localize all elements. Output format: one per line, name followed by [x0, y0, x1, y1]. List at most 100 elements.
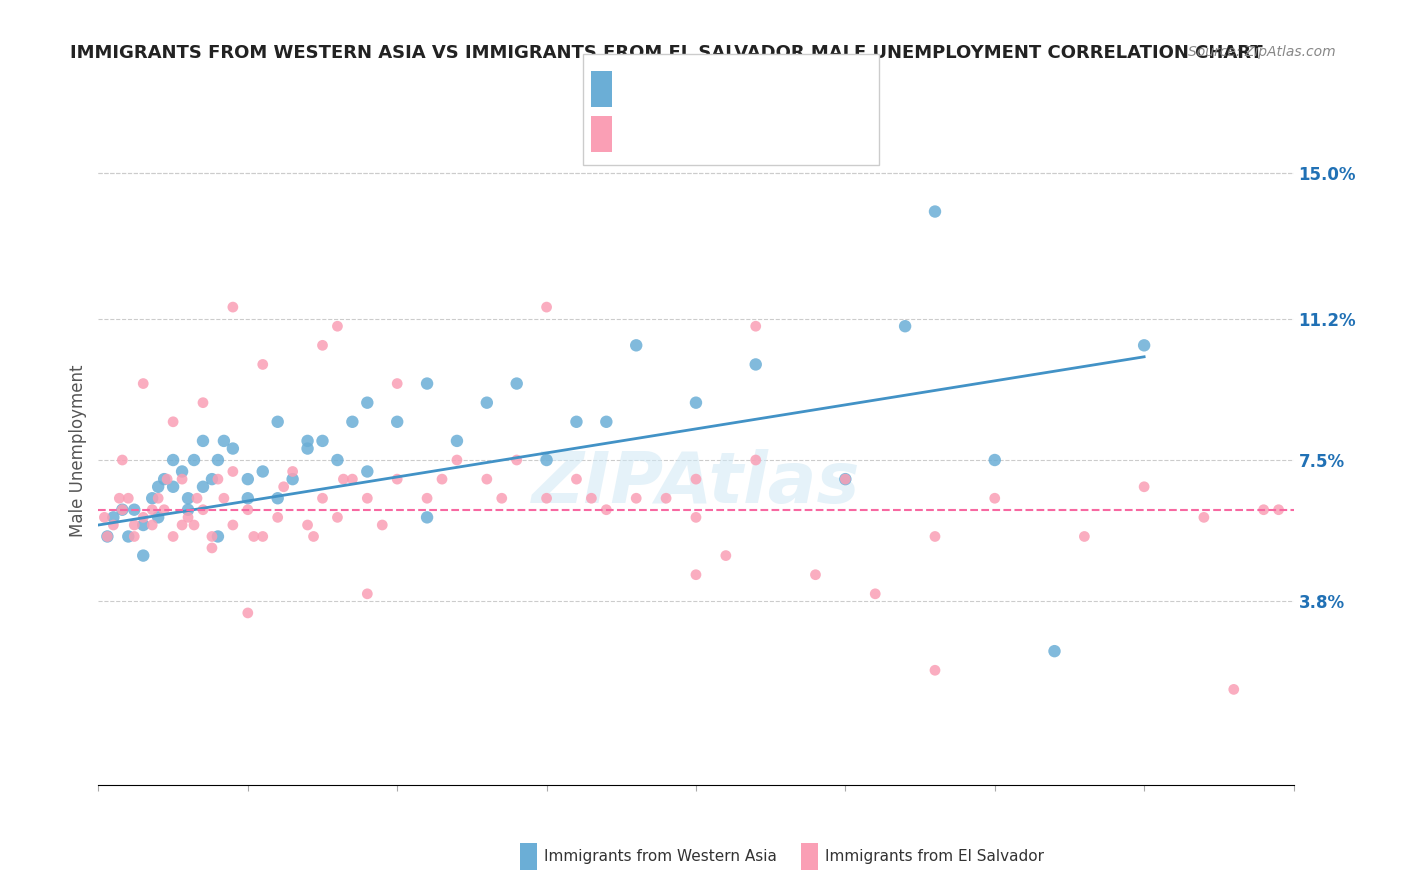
Point: [201, 472, 224, 486]
Text: R = 0.347    N = 55: R = 0.347 N = 55: [621, 76, 813, 94]
Point: [565, 415, 588, 429]
Point: [222, 442, 245, 456]
Point: [924, 663, 946, 677]
Point: [207, 529, 229, 543]
Point: [177, 510, 200, 524]
Point: [183, 518, 205, 533]
Point: [371, 518, 394, 533]
Point: [103, 510, 125, 524]
Point: [191, 395, 214, 409]
Point: [491, 491, 513, 506]
Point: [172, 465, 194, 479]
Point: [536, 491, 558, 506]
Point: [1133, 480, 1156, 494]
Point: [103, 518, 125, 533]
Point: [1043, 644, 1066, 658]
Point: [297, 434, 319, 448]
Point: [326, 453, 349, 467]
Point: [311, 491, 333, 506]
Point: [416, 510, 439, 524]
Point: [267, 491, 290, 506]
Point: [446, 453, 468, 467]
Point: [177, 502, 200, 516]
Point: [714, 549, 737, 563]
Point: [243, 529, 266, 543]
Point: [626, 338, 648, 352]
Point: [236, 472, 259, 486]
Text: ZIPAtlas: ZIPAtlas: [531, 450, 860, 518]
Point: [267, 415, 290, 429]
Point: [162, 480, 184, 494]
Point: [132, 376, 155, 391]
Point: [475, 395, 498, 409]
Point: [297, 442, 319, 456]
Point: [506, 376, 529, 391]
Text: Immigrants from El Salvador: Immigrants from El Salvador: [825, 849, 1045, 863]
Point: [162, 453, 184, 467]
Point: [385, 472, 409, 486]
Point: [804, 567, 827, 582]
Point: [252, 465, 274, 479]
Point: [342, 472, 364, 486]
Point: [416, 491, 439, 506]
Point: [745, 453, 768, 467]
Text: Immigrants from Western Asia: Immigrants from Western Asia: [544, 849, 778, 863]
Point: [1267, 502, 1289, 516]
Point: [162, 415, 184, 429]
Point: [297, 518, 319, 533]
Point: [93, 510, 115, 524]
Point: [332, 472, 354, 486]
Point: [1073, 529, 1095, 543]
Point: [191, 434, 214, 448]
Point: [124, 529, 146, 543]
Point: [267, 510, 290, 524]
Point: [117, 529, 139, 543]
Point: [172, 518, 194, 533]
Point: [302, 529, 325, 543]
Point: [595, 415, 617, 429]
Point: [536, 453, 558, 467]
Point: [212, 491, 235, 506]
Point: [342, 415, 364, 429]
Point: [111, 502, 134, 516]
Point: [1133, 338, 1156, 352]
Point: [655, 491, 678, 506]
Point: [984, 453, 1007, 467]
Point: [685, 510, 707, 524]
Point: [191, 502, 214, 516]
Point: [183, 453, 205, 467]
Point: [281, 472, 304, 486]
Point: [124, 518, 146, 533]
Point: [356, 465, 378, 479]
Point: [924, 529, 946, 543]
Point: [281, 465, 304, 479]
Point: [1192, 510, 1215, 524]
Point: [201, 541, 224, 555]
Point: [236, 491, 259, 506]
Point: [212, 434, 235, 448]
Point: [595, 502, 617, 516]
Point: [252, 358, 274, 372]
Point: [536, 300, 558, 314]
Point: [111, 502, 134, 516]
Point: [148, 480, 170, 494]
Point: [111, 453, 134, 467]
Point: [984, 491, 1007, 506]
Point: [141, 491, 163, 506]
Point: [416, 376, 439, 391]
Point: [191, 480, 214, 494]
Point: [745, 319, 768, 334]
Point: [222, 518, 245, 533]
Point: [177, 491, 200, 506]
Point: [475, 472, 498, 486]
Point: [685, 395, 707, 409]
Point: [186, 491, 208, 506]
Point: [132, 510, 155, 524]
Point: [236, 606, 259, 620]
Point: [1222, 682, 1246, 697]
Point: [148, 491, 170, 506]
Point: [385, 415, 409, 429]
Point: [311, 434, 333, 448]
Point: [326, 319, 349, 334]
Point: [356, 395, 378, 409]
